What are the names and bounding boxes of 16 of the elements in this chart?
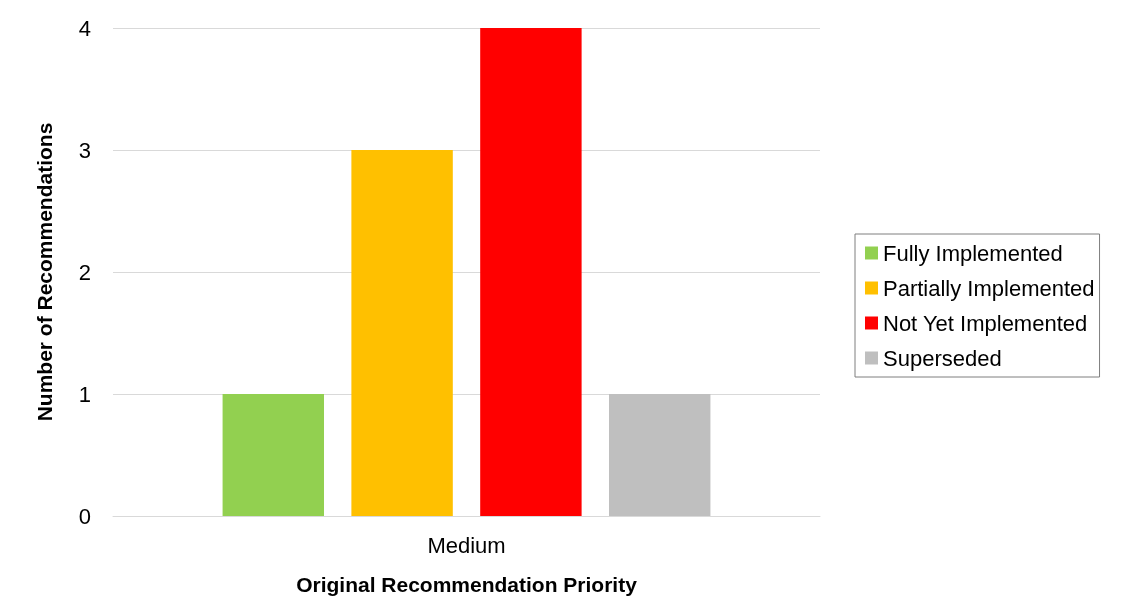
y-tick-label: 0 <box>78 503 91 529</box>
bar <box>480 28 582 516</box>
y-tick-label: 1 <box>78 381 91 407</box>
y-tick-label: 4 <box>78 15 91 41</box>
x-axis-title: Original Recommendation Priority <box>296 573 638 596</box>
x-tick-label: Medium <box>427 532 506 558</box>
bar <box>222 394 325 516</box>
bar <box>609 394 711 516</box>
y-axis-title: Number of Recommendations <box>33 122 56 422</box>
y-tick-label: 3 <box>78 137 91 163</box>
legend-label: Superseded <box>883 345 1002 371</box>
bar <box>351 150 453 516</box>
legend-label: Partially Implemented <box>883 275 1095 301</box>
legend-label: Not Yet Implemented <box>883 310 1088 336</box>
legend-label: Fully Implemented <box>883 240 1063 266</box>
y-tick-label: 2 <box>78 259 91 285</box>
